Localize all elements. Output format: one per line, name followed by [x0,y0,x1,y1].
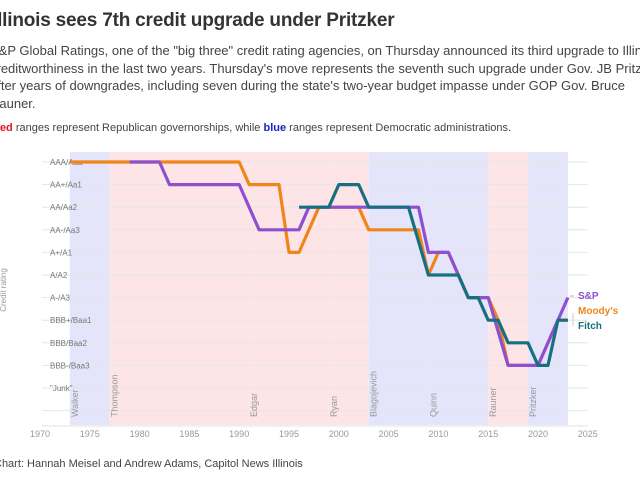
y-tick-label: AAA/Aaa [50,158,83,167]
governorship-bands [69,152,568,425]
note-red-word: Red [0,122,13,134]
governor-label-walker: Walker [70,389,80,417]
band-blagojevich [368,152,429,425]
x-tick-label: 2010 [428,429,448,439]
y-tick-label: AA+/Aa1 [50,181,82,190]
x-axis-ticks: 1970 1975 1980 1985 1990 1995 2000 2005 2010 2015… [30,429,598,439]
governor-label-pritzker: Pritzker [528,386,538,417]
y-tick-label: "Junk" [50,384,73,393]
credit-rating-chart: "Junk" BBB-/Baa3 BBB/Baa2 BBB+/Baa1 A-/A3 A/A… [0,152,619,439]
band-ryan [328,152,369,425]
band-walker [69,152,110,425]
x-tick-label: 2025 [578,429,598,439]
y-tick-label: AA/Aa2 [50,203,78,212]
y-tick-label: A+/A1 [50,248,73,257]
governor-label-quinn: Quinn [428,393,438,417]
chart-title: Illinois sees 7th credit upgrade under P… [0,10,395,31]
series-line-sp [129,160,570,367]
series-lines [69,160,570,367]
governor-label-thompson: Thompson [110,374,120,417]
y-axis-ticks: "Junk" BBB-/Baa3 BBB/Baa2 BBB+/Baa1 A-/A3 A/A… [50,158,92,393]
x-tick-label: 1975 [80,429,100,439]
x-tick-label: 1995 [279,429,299,439]
band-quinn [428,152,489,425]
x-tick-label: 1980 [130,429,150,439]
governor-labels: Walker Thompson Edgar Ryan Blagojevich Quinn R… [70,371,538,417]
y-tick-label: BBB+/Baa1 [50,316,92,325]
x-tick-label: 2015 [478,429,498,439]
y-tick-label: A-/A3 [50,294,71,303]
note-middle-text: ranges represent Republican governorship… [12,122,264,134]
y-tick-label: BBB/Baa2 [50,339,87,348]
x-tick-label: 2000 [329,429,349,439]
x-tick-label: 2005 [379,429,399,439]
x-tick-label: 1970 [30,429,50,439]
note-blue-word: blue [263,122,287,134]
governor-label-edgar: Edgar [249,393,259,417]
series-line-fitch [299,182,568,367]
party-color-note: Red ranges represent Republican governor… [0,122,511,134]
x-tick-label: 1985 [179,429,199,439]
note-end-text: ranges represent Democratic administrati… [286,122,512,134]
chart-credit: Chart: Hannah Meisel and Andrew Adams, C… [0,458,303,470]
y-tick-label: AA-/Aa3 [50,226,80,235]
governor-label-blagojevich: Blagojevich [369,371,379,417]
band-thompson [109,152,250,425]
band-rauner [488,152,529,425]
governor-label-rauner: Rauner [488,387,498,417]
x-tick-label: 2020 [528,429,548,439]
legend-sp: S&P [578,291,599,302]
band-pritzker [528,152,568,425]
y-tick-label: BBB-/Baa3 [50,361,90,370]
chart-description: S&P Global Ratings, one of the "big thre… [0,43,640,111]
legend-fitch: Fitch [578,321,602,332]
governor-label-ryan: Ryan [329,396,339,417]
gridlines [42,161,588,427]
x-tick-label: 1990 [229,429,249,439]
y-tick-label: A/A2 [50,271,68,280]
band-edgar [249,152,329,425]
y-axis-label: Credit rating [0,268,8,312]
series-legend: Moody's S&P Fitch [570,291,619,332]
legend-moodys: Moody's [578,306,619,317]
